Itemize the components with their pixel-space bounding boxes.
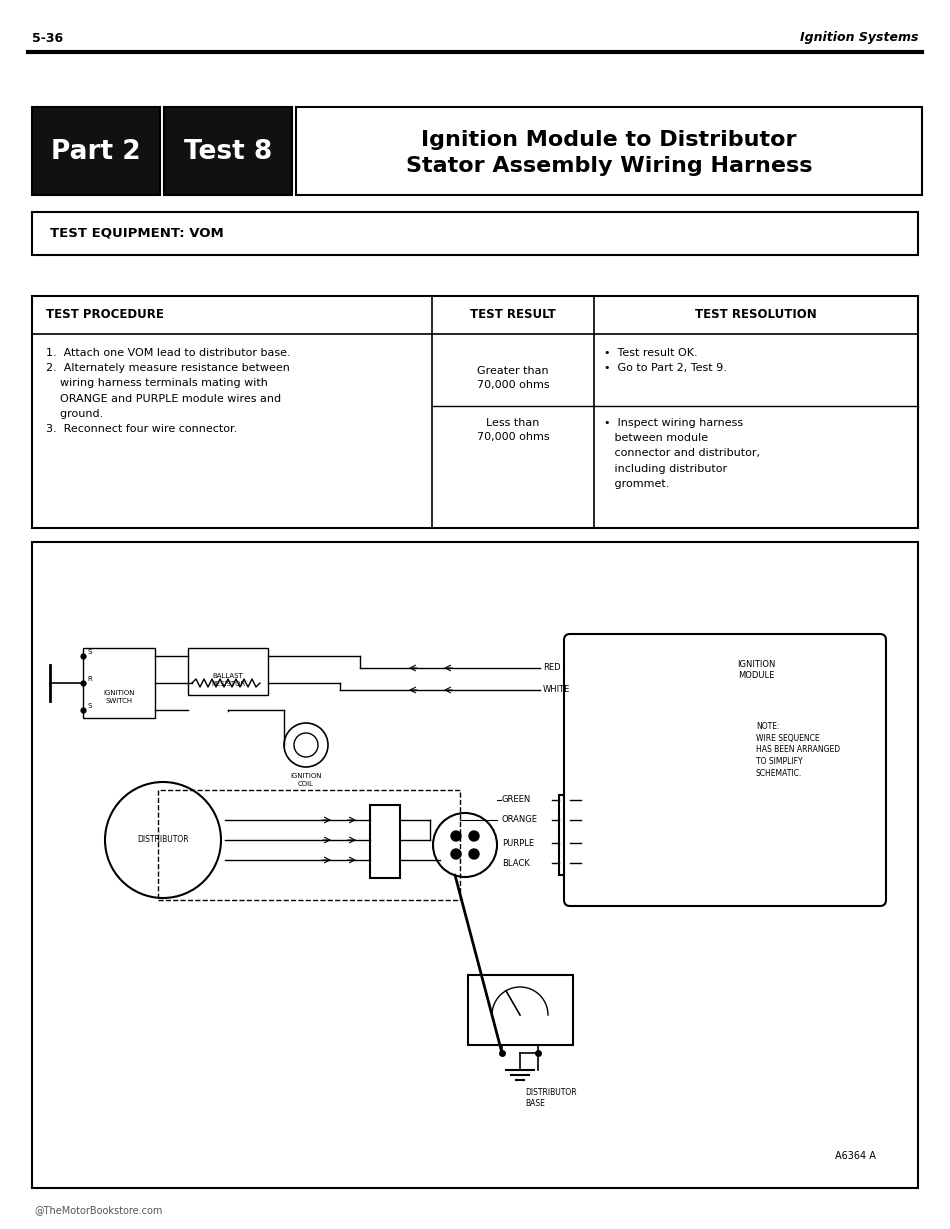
Text: DISTRIBUTOR: DISTRIBUTOR (137, 836, 189, 844)
Bar (32, 107, 160, 195)
Text: Test 8: Test 8 (184, 139, 272, 165)
Bar (32, 542, 918, 1188)
Text: @TheMotorBookstore.com: @TheMotorBookstore.com (34, 1204, 162, 1215)
Text: S: S (87, 703, 91, 709)
Text: S: S (87, 649, 91, 655)
Text: TEST EQUIPMENT: VOM: TEST EQUIPMENT: VOM (50, 226, 224, 240)
Text: RED: RED (543, 664, 560, 672)
Text: GREEN: GREEN (502, 795, 531, 805)
Circle shape (469, 831, 479, 841)
Text: Part 2: Part 2 (51, 139, 141, 165)
Circle shape (451, 831, 461, 841)
Text: Ignition Systems: Ignition Systems (800, 32, 918, 44)
Bar (164, 107, 292, 195)
Text: IGNITION
SWITCH: IGNITION SWITCH (104, 691, 135, 704)
Circle shape (451, 849, 461, 859)
Circle shape (469, 849, 479, 859)
Text: NOTE:
WIRE SEQUENCE
HAS BEEN ARRANGED
TO SIMPLIFY
SCHEMATIC.: NOTE: WIRE SEQUENCE HAS BEEN ARRANGED TO… (756, 721, 840, 778)
Text: R: R (87, 676, 92, 682)
Bar (296, 107, 922, 195)
Text: ORANGE: ORANGE (502, 816, 538, 825)
Bar (83, 648, 155, 718)
Text: 1.  Attach one VOM lead to distributor base.
2.  Alternately measure resistance : 1. Attach one VOM lead to distributor ba… (46, 348, 291, 434)
Text: Stator Assembly Wiring Harness: Stator Assembly Wiring Harness (406, 156, 812, 176)
Text: A6364 A: A6364 A (835, 1152, 876, 1161)
Text: Ignition Module to Distributor: Ignition Module to Distributor (421, 130, 797, 150)
Bar (188, 648, 268, 696)
Bar (468, 975, 573, 1045)
Text: TEST RESOLUTION: TEST RESOLUTION (695, 308, 817, 322)
Text: TEST PROCEDURE: TEST PROCEDURE (46, 308, 163, 322)
Text: 5-36: 5-36 (32, 32, 63, 44)
Bar (370, 805, 400, 878)
Text: DISTRIBUTOR
BASE: DISTRIBUTOR BASE (525, 1088, 577, 1109)
FancyBboxPatch shape (564, 634, 886, 906)
Bar (559, 795, 581, 875)
Text: BALLAST
RESISTOR: BALLAST RESISTOR (211, 673, 245, 687)
Bar (32, 296, 918, 528)
Text: BLACK: BLACK (502, 859, 530, 868)
Text: IGNITION
COIL: IGNITION COIL (291, 773, 322, 787)
Text: WHITE: WHITE (543, 686, 570, 694)
Text: TEST RESULT: TEST RESULT (470, 308, 556, 322)
Text: •  Test result OK.
•  Go to Part 2, Test 9.: • Test result OK. • Go to Part 2, Test 9… (604, 348, 727, 374)
Text: •  Inspect wiring harness
   between module
   connector and distributor,
   inc: • Inspect wiring harness between module … (604, 418, 760, 489)
Text: Greater than
70,000 ohms: Greater than 70,000 ohms (477, 366, 549, 390)
Bar (32, 211, 918, 254)
Bar (158, 790, 460, 900)
Text: IGNITION
MODULE: IGNITION MODULE (737, 660, 775, 681)
Text: Less than
70,000 ohms: Less than 70,000 ohms (477, 418, 549, 442)
Text: PURPLE: PURPLE (502, 838, 534, 848)
